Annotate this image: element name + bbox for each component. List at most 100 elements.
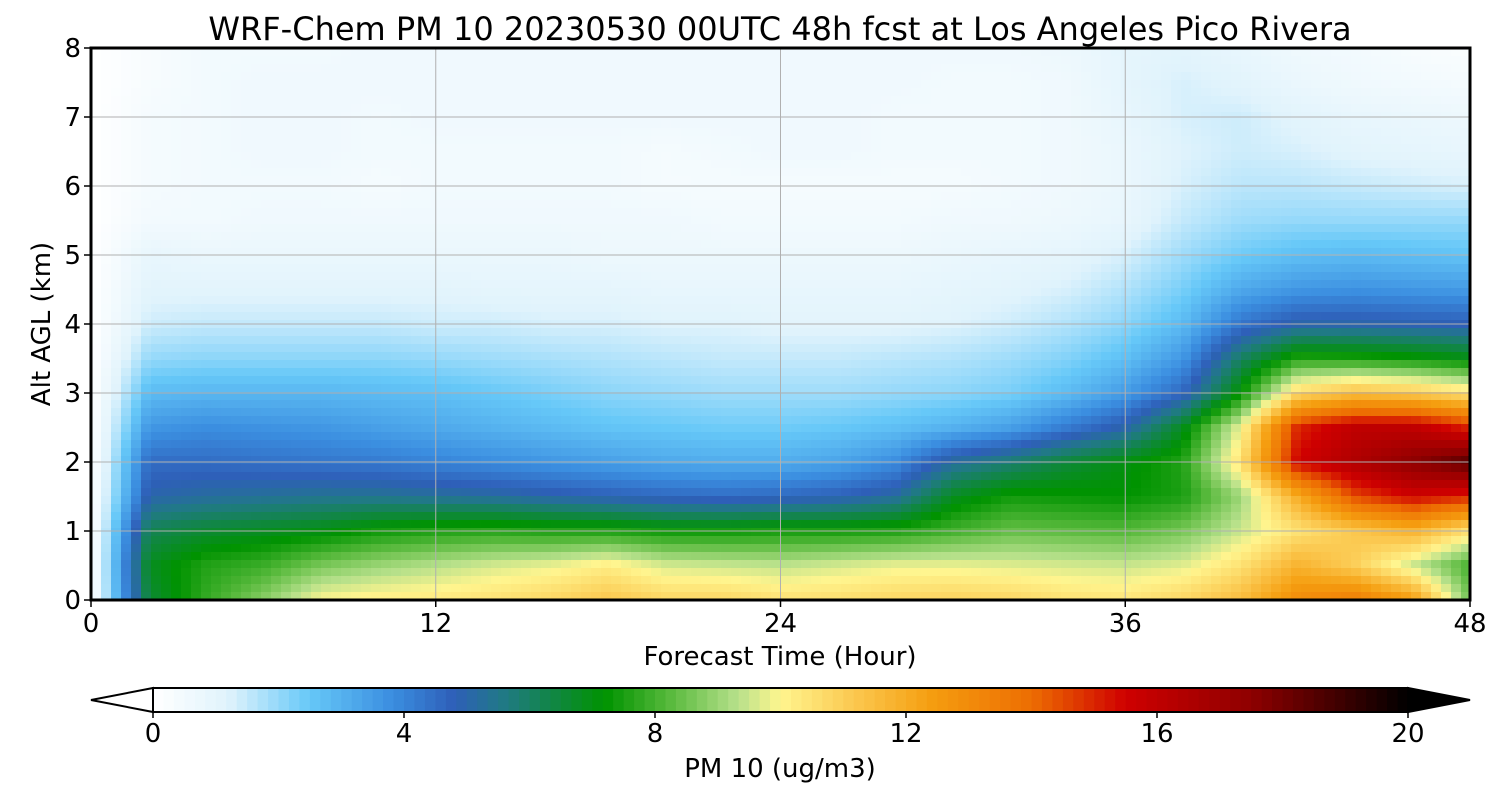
- heatmap-cell: [961, 136, 972, 145]
- heatmap-cell: [1081, 304, 1092, 313]
- heatmap-cell: [1181, 88, 1192, 97]
- heatmap-cell: [1201, 64, 1212, 73]
- heatmap-cell: [651, 288, 662, 297]
- heatmap-cell: [1121, 48, 1132, 57]
- heatmap-cell: [771, 136, 782, 145]
- heatmap-cell: [681, 160, 692, 169]
- heatmap-cell: [421, 288, 432, 297]
- heatmap-cell: [661, 168, 672, 177]
- heatmap-cell: [811, 72, 822, 81]
- heatmap-cell: [1171, 120, 1182, 129]
- heatmap-cell: [1191, 72, 1202, 81]
- heatmap-cell: [921, 272, 932, 281]
- heatmap-cell: [1291, 192, 1302, 201]
- heatmap-cell: [741, 176, 752, 185]
- heatmap-cell: [711, 88, 722, 97]
- heatmap-cell: [1151, 224, 1162, 233]
- heatmap-cell: [221, 160, 232, 169]
- heatmap-cell: [441, 248, 452, 257]
- heatmap-cell: [141, 232, 152, 241]
- heatmap-cell: [1321, 224, 1332, 233]
- heatmap-cell: [691, 80, 702, 89]
- heatmap-cell: [1331, 240, 1342, 249]
- heatmap-cell: [951, 104, 962, 113]
- heatmap-cell: [981, 264, 992, 273]
- heatmap-cell: [921, 136, 932, 145]
- heatmap-cell: [1401, 192, 1412, 201]
- heatmap-cell: [501, 264, 512, 273]
- heatmap-cell: [221, 80, 232, 89]
- heatmap-cell: [511, 280, 522, 289]
- heatmap-cell: [381, 280, 392, 289]
- heatmap-cell: [931, 80, 942, 89]
- heatmap-cell: [1161, 120, 1172, 129]
- heatmap-cell: [421, 272, 432, 281]
- heatmap-cell: [801, 200, 812, 209]
- heatmap-cell: [711, 144, 722, 153]
- heatmap-cell: [651, 64, 662, 73]
- heatmap-cell: [391, 80, 402, 89]
- heatmap-cell: [341, 216, 352, 225]
- heatmap-cell: [961, 296, 972, 305]
- heatmap-cell: [1001, 96, 1012, 105]
- heatmap-cell: [771, 184, 782, 193]
- heatmap-cell: [651, 48, 662, 57]
- heatmap-cell: [761, 168, 772, 177]
- heatmap-cell: [1411, 184, 1422, 193]
- heatmap-cell: [751, 96, 762, 105]
- heatmap-cell: [1431, 160, 1442, 169]
- heatmap-cell: [381, 296, 392, 305]
- heatmap-cell: [241, 288, 252, 297]
- heatmap-cell: [561, 64, 572, 73]
- heatmap-cell: [531, 256, 542, 265]
- heatmap-cell: [1271, 88, 1282, 97]
- heatmap-cell: [1181, 72, 1192, 81]
- heatmap-cell: [1351, 160, 1362, 169]
- heatmap-cell: [131, 240, 142, 249]
- heatmap-cell: [881, 328, 892, 337]
- heatmap-cell: [1241, 120, 1252, 129]
- heatmap-cell: [671, 216, 682, 225]
- heatmap-cell: [721, 112, 732, 121]
- heatmap-cell: [591, 104, 602, 113]
- heatmap-cell: [1241, 248, 1252, 257]
- heatmap-cell: [1431, 328, 1442, 337]
- heatmap-cell: [841, 72, 852, 81]
- heatmap-cell: [1331, 208, 1342, 217]
- heatmap-cell: [1361, 240, 1372, 249]
- heatmap-cell: [941, 256, 952, 265]
- heatmap-cell: [731, 64, 742, 73]
- heatmap-cell: [311, 56, 322, 65]
- heatmap-cell: [91, 328, 102, 337]
- heatmap-cell: [1321, 112, 1332, 121]
- heatmap-cell: [1081, 144, 1092, 153]
- heatmap-cell: [531, 328, 542, 337]
- heatmap-cell: [211, 216, 222, 225]
- heatmap-cell: [381, 264, 392, 273]
- heatmap-cell: [301, 328, 312, 337]
- heatmap-cell: [651, 184, 662, 193]
- heatmap-cell: [871, 184, 882, 193]
- heatmap-cell: [1321, 304, 1332, 313]
- heatmap-cell: [181, 272, 192, 281]
- heatmap-cell: [1341, 152, 1352, 161]
- heatmap-cell: [1141, 128, 1152, 137]
- heatmap-cell: [1141, 312, 1152, 321]
- heatmap-cell: [341, 160, 352, 169]
- heatmap-cell: [1271, 120, 1282, 129]
- heatmap-cell: [891, 88, 902, 97]
- heatmap-cell: [491, 224, 502, 233]
- heatmap-cell: [1001, 208, 1012, 217]
- heatmap-cell: [161, 248, 172, 257]
- heatmap-cell: [1251, 80, 1262, 89]
- heatmap-cell: [251, 224, 262, 233]
- heatmap-cell: [1241, 128, 1252, 137]
- heatmap-cell: [611, 256, 622, 265]
- heatmap-cell: [451, 152, 462, 161]
- heatmap-cell: [351, 288, 362, 297]
- heatmap-cell: [91, 312, 102, 321]
- heatmap-cell: [1041, 232, 1052, 241]
- heatmap-cell: [1401, 232, 1412, 241]
- heatmap-cell: [1121, 136, 1132, 145]
- heatmap-cell: [621, 120, 632, 129]
